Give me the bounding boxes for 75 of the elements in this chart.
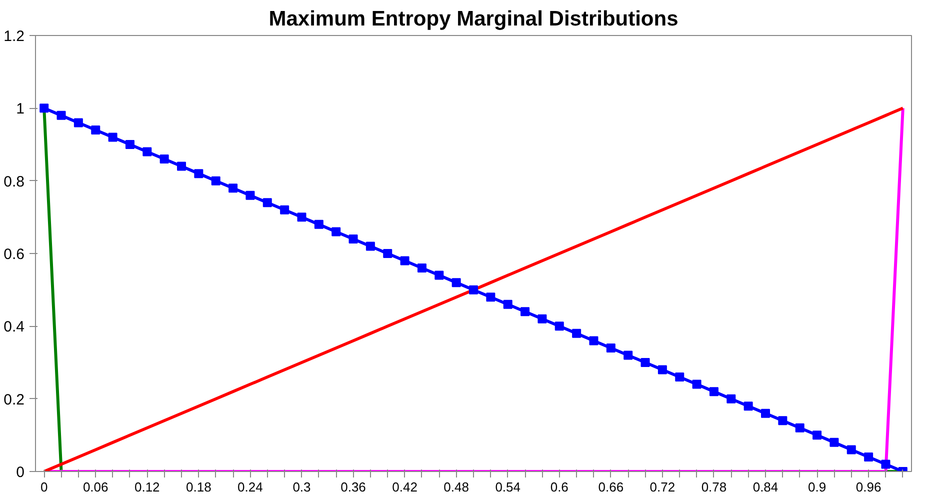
y-tick-label: 0.6 [4,246,25,263]
point [486,292,496,302]
point [366,242,375,251]
point [194,169,204,178]
y-tick-label: 0.2 [4,391,25,408]
point [160,154,169,164]
point [503,300,512,309]
point [177,162,186,171]
point [297,212,306,222]
point [400,256,410,266]
point [554,322,564,331]
point [469,285,478,294]
point [142,147,152,156]
x-tick-label: 0.78 [701,480,727,494]
y-tick-label: 0.8 [4,173,25,190]
point [246,190,255,200]
point [675,372,684,382]
point [606,343,616,352]
point [332,227,341,236]
point [452,278,461,288]
point [91,125,100,134]
point [56,110,66,120]
point [211,176,220,186]
point [709,387,718,396]
x-tick-label: 0.48 [444,480,469,494]
point [520,307,530,316]
point [864,452,874,462]
x-tick-label: 0.66 [598,480,624,494]
point [812,430,822,440]
y-tick-label: 1 [16,100,24,118]
point [434,270,444,280]
point [108,132,118,142]
y-tick-label: 1.2 [4,28,25,45]
point [658,365,667,374]
x-tick-label: 0.54 [495,480,521,494]
point [778,416,788,426]
y-tick-label: 0.4 [4,318,25,336]
point [572,328,582,338]
point [744,402,753,411]
point [262,198,272,208]
x-tick-label: 0.96 [856,480,882,494]
chart-title: Maximum Entropy Marginal Distributions [268,8,678,30]
x-tick-label: 0.36 [340,480,366,494]
point [280,205,290,214]
point [40,104,49,113]
point [74,118,83,128]
x-tick-label: 0.24 [238,480,263,494]
x-tick-label: 0 [40,480,48,494]
x-tick-label: 0.12 [134,480,160,494]
point [417,264,426,273]
point [726,394,736,404]
point [640,358,650,367]
point [881,460,890,469]
x-tick-label: 0.9 [808,480,826,494]
x-tick-label: 0.18 [186,480,212,494]
point [383,249,392,258]
point [692,380,702,389]
point [348,234,358,244]
point [589,336,598,346]
point [761,408,770,418]
point [125,140,134,149]
point [314,220,324,229]
x-tick-label: 0.3 [292,480,311,494]
y-tick-label: 0 [16,464,24,481]
x-tick-label: 0.06 [82,480,108,494]
x-tick-label: 0.42 [392,480,418,494]
x-tick-label: 0.6 [550,480,568,494]
point [624,350,633,360]
x-tick-label: 0.84 [752,480,778,494]
point [795,423,804,432]
point [830,438,839,447]
x-tick-label: 0.72 [650,480,676,494]
point [846,445,856,454]
point [228,184,238,193]
point [538,314,547,324]
